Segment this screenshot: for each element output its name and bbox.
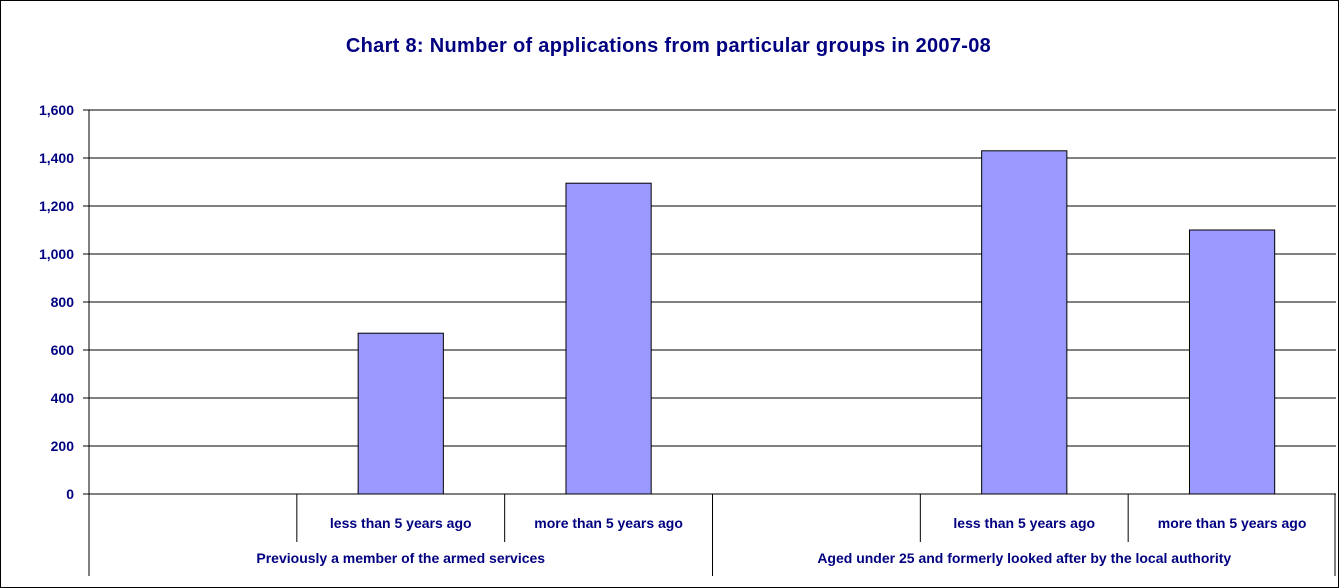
y-tick-label: 1,000 — [39, 246, 74, 262]
y-tick-label: 400 — [51, 390, 75, 406]
y-tick-label: 600 — [51, 342, 75, 358]
bar — [981, 150, 1068, 495]
x-category-label: more than 5 years ago — [534, 515, 683, 531]
y-tick-label: 1,400 — [39, 150, 74, 166]
bar — [357, 332, 444, 495]
y-tick-label: 1,600 — [39, 102, 74, 118]
y-tick-label: 800 — [51, 294, 75, 310]
y-tick-label: 1,200 — [39, 198, 74, 214]
y-tick-label: 0 — [66, 486, 74, 502]
x-category-label: less than 5 years ago — [953, 515, 1095, 531]
x-group-label: Previously a member of the armed service… — [256, 550, 545, 566]
y-tick-label: 200 — [51, 438, 75, 454]
x-category-label: more than 5 years ago — [1158, 515, 1307, 531]
x-category-label: less than 5 years ago — [330, 515, 472, 531]
x-group-label: Aged under 25 and formerly looked after … — [817, 550, 1231, 566]
chart-title: Chart 8: Number of applications from par… — [345, 35, 992, 57]
bar — [565, 182, 652, 495]
bar — [1188, 229, 1276, 495]
